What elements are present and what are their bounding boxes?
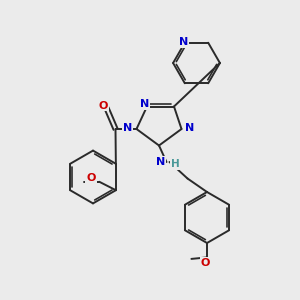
- Text: N: N: [179, 37, 188, 47]
- Text: H: H: [170, 159, 179, 170]
- Text: N: N: [140, 99, 149, 109]
- Text: N: N: [156, 157, 165, 167]
- Text: O: O: [201, 258, 210, 268]
- Text: O: O: [86, 173, 96, 183]
- Text: O: O: [99, 100, 108, 111]
- Text: N: N: [185, 123, 194, 134]
- Text: N: N: [123, 123, 132, 134]
